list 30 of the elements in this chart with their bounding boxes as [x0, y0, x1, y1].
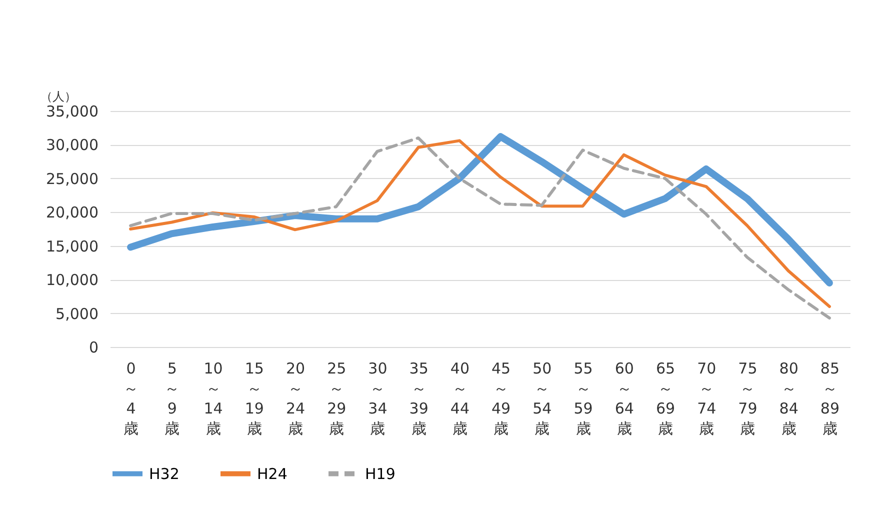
x-tick-label: 15 ～ 19 歳 [244, 360, 264, 438]
y-tick-label: 35,000 [46, 102, 98, 120]
legend-label: H19 [365, 464, 396, 483]
y-tick-label: 10,000 [46, 271, 98, 290]
x-tick-label: 0 ～ 4 歳 [124, 360, 139, 438]
x-tick-label: 60 ～ 64 歳 [614, 360, 634, 438]
x-tick-label: 75 ～ 79 歳 [738, 360, 758, 438]
y-tick-label: 5,000 [56, 304, 98, 323]
x-tick-label: 25 ～ 29 歳 [327, 360, 346, 438]
legend-label: H24 [257, 464, 288, 483]
y-tick-label: 20,000 [46, 204, 98, 222]
y-tick-label: 30,000 [46, 136, 98, 154]
y-tick-label: 25,000 [46, 170, 98, 188]
y-tick-label: 15,000 [46, 237, 98, 256]
x-tick-label: 65 ～ 69 歳 [656, 360, 676, 438]
x-tick-label: 85 ～ 89 歳 [820, 360, 840, 438]
x-tick-label: 50 ～ 54 歳 [532, 360, 552, 438]
x-tick-label: 10 ～ 14 歳 [204, 360, 223, 438]
y-tick-label: 0 [88, 338, 98, 356]
x-tick-label: 40 ～ 44 歳 [450, 360, 470, 438]
x-tick-label: 35 ～ 39 歳 [409, 360, 428, 438]
y-axis-title: （人） [40, 90, 76, 104]
x-tick-label: 20 ～ 24 歳 [286, 360, 306, 438]
x-tick-label: 5 ～ 9 歳 [164, 360, 180, 438]
legend-label: H32 [149, 464, 180, 483]
x-tick-label: 55 ～ 59 歳 [574, 360, 593, 438]
x-tick-label: 30 ～ 34 歳 [368, 360, 388, 438]
x-tick-label: 70 ～ 74 歳 [697, 360, 716, 438]
x-tick-label: 80 ～ 84 歳 [779, 360, 798, 438]
x-tick-label: 45 ～ 49 歳 [492, 360, 511, 438]
